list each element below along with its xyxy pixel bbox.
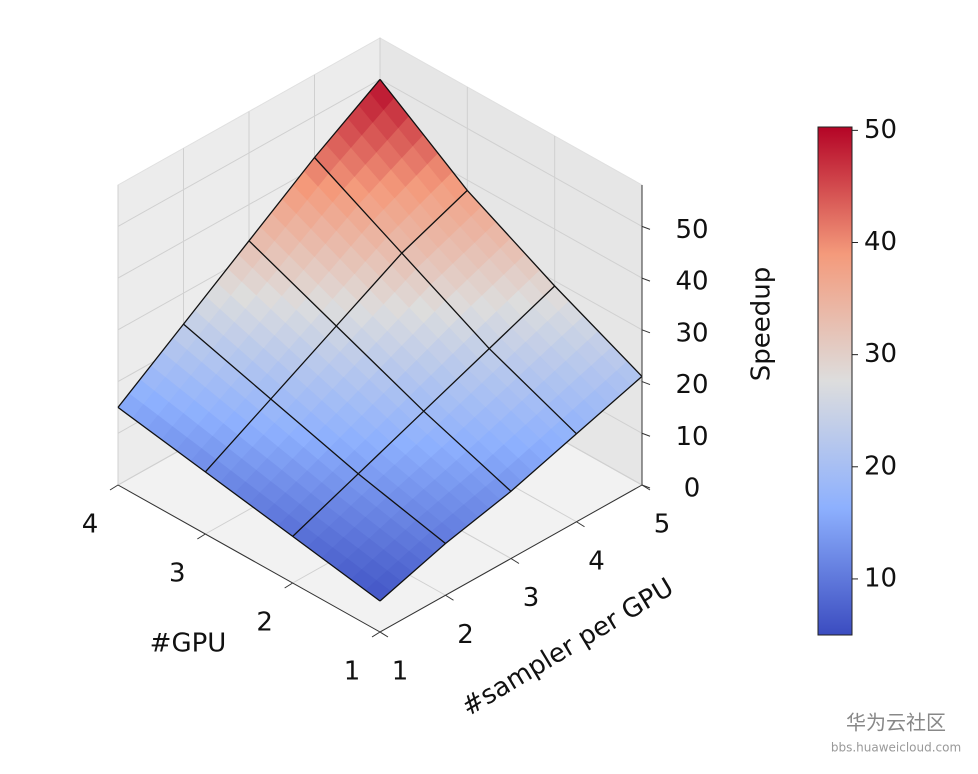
tick-mark (445, 594, 454, 601)
colorbar-tick-label: 50 (864, 115, 897, 145)
wire-line (183, 323, 446, 545)
x-tick-label: 2 (256, 608, 273, 638)
tick-mark (284, 582, 293, 589)
tick-mark (109, 484, 119, 491)
y-tick-label: 4 (588, 546, 605, 576)
watermark-url: bbs.huaweicloud.com (831, 741, 961, 755)
x-tick-label: 1 (344, 657, 361, 687)
x-tick-label: 4 (82, 510, 99, 540)
z-tick-label: 20 (675, 370, 708, 400)
y-tick-label: 1 (392, 657, 409, 687)
x-axis-title: #GPU (150, 629, 227, 659)
tick-mark (379, 631, 389, 638)
tick-mark (510, 558, 520, 564)
axis-line (117, 484, 381, 633)
colorbar-tick-label: 10 (864, 563, 897, 593)
tick-mark (641, 432, 651, 437)
tick-mark (641, 225, 651, 230)
tick-mark (576, 521, 585, 528)
watermark-title: 华为云社区 (846, 711, 946, 735)
tick-mark (641, 381, 651, 386)
wire-line (314, 157, 577, 435)
z-tick-label: 50 (675, 215, 708, 245)
wire-line (379, 78, 643, 377)
grid-line (379, 78, 643, 227)
tick-mark (197, 533, 206, 540)
z-tick-label: 40 (675, 267, 708, 297)
tick-mark (641, 277, 651, 282)
colorbar-tick-label: 40 (864, 227, 897, 257)
z-tick-label: 0 (684, 474, 701, 504)
wire-line (117, 406, 381, 602)
tick-mark (641, 329, 651, 334)
wire-line (248, 240, 512, 492)
colorbar-tick-label: 30 (864, 339, 897, 369)
tick-mark (641, 484, 651, 489)
y-tick-label: 3 (523, 583, 540, 613)
surface (117, 78, 643, 602)
y-tick-label: 5 (654, 510, 671, 540)
colorbar (817, 126, 853, 636)
grid-line (117, 78, 381, 227)
z-axis-title: Speedup (747, 267, 777, 382)
y-tick-label: 2 (457, 620, 474, 650)
colorbar-tick-label: 20 (864, 451, 897, 481)
tick-mark (371, 631, 381, 638)
z-tick-label: 30 (675, 318, 708, 348)
z-tick-label: 10 (675, 422, 708, 452)
x-tick-label: 3 (169, 559, 186, 589)
y-axis-title: #sampler per GPU (456, 572, 679, 722)
